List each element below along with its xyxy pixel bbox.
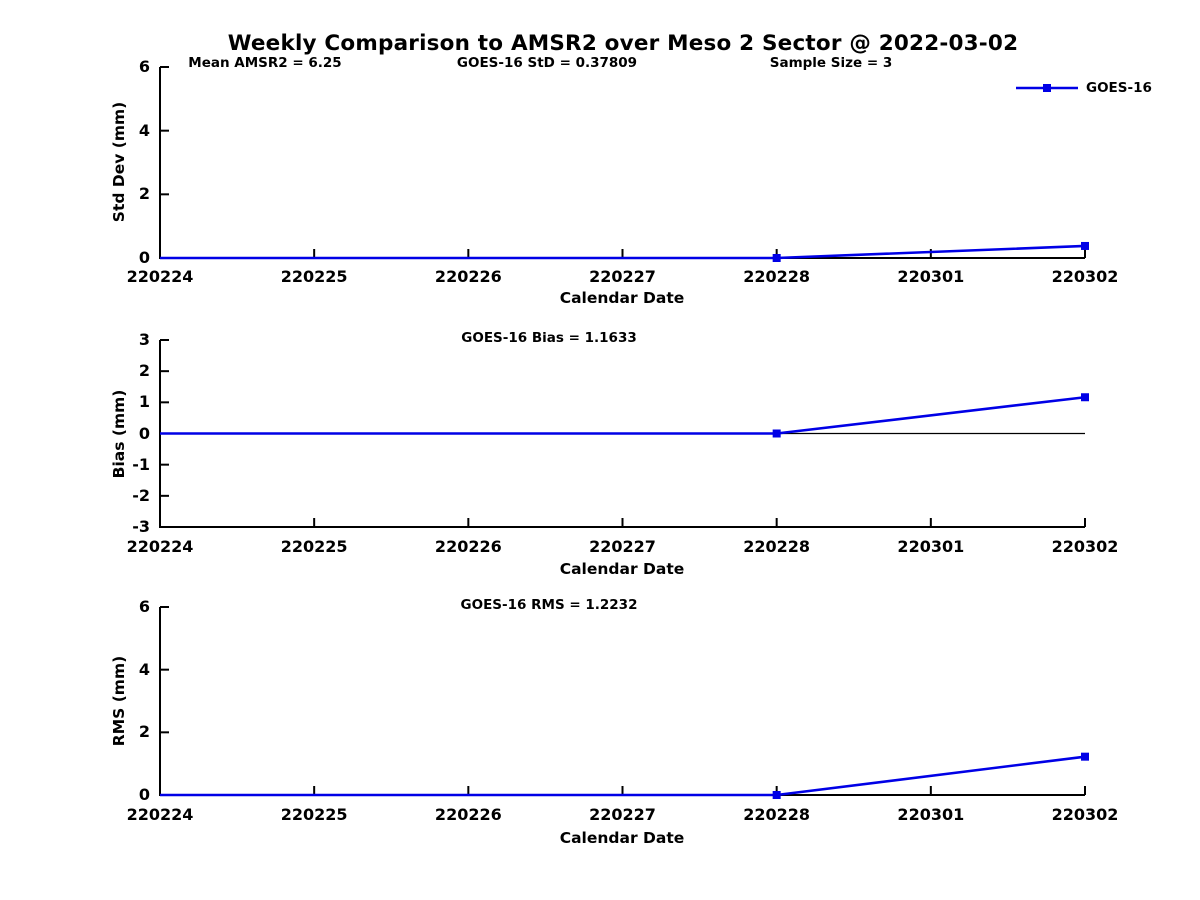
x-tick-label: 220302 (1051, 537, 1119, 556)
legend-marker-icon (1043, 84, 1051, 92)
x-tick-label: 220225 (280, 537, 348, 556)
y-tick-label: 0 (138, 785, 150, 804)
y-tick-label: 2 (138, 722, 150, 742)
x-tick-label: 220226 (434, 805, 502, 824)
x-axis-label-panel2: Calendar Date (559, 560, 685, 578)
x-tick-label: 220225 (280, 805, 348, 824)
x-tick-label: 220301 (897, 805, 965, 824)
y-tick-label: 6 (138, 597, 150, 616)
data-point-marker (772, 254, 781, 262)
y-tick-label: 2 (138, 361, 150, 381)
x-tick-label: 220225 (280, 267, 348, 286)
y-tick-label: 3 (138, 330, 150, 349)
data-point-marker (1081, 393, 1089, 402)
x-tick-label: 220227 (589, 267, 656, 286)
x-tick-label: 220228 (743, 267, 811, 286)
x-tick-label: 220226 (434, 537, 502, 556)
data-point-marker (772, 791, 781, 799)
x-tick-label: 220301 (897, 267, 965, 286)
annotation-sample-size: Sample Size = 3 (769, 55, 893, 71)
data-point-marker (1081, 241, 1089, 250)
x-tick-label: 220226 (434, 267, 502, 286)
y-tick-label: -3 (132, 517, 150, 536)
x-tick-label: 220227 (589, 537, 656, 556)
x-tick-label: 220227 (589, 805, 656, 824)
x-axis-label-panel3: Calendar Date (559, 829, 685, 847)
y-tick-label: 4 (138, 659, 150, 679)
x-tick-label: 220301 (897, 537, 965, 556)
x-tick-label: 220228 (743, 805, 811, 824)
annotation-mean-amsr2: Mean AMSR2 = 6.25 (188, 55, 342, 71)
x-axis-label-panel1: Calendar Date (559, 289, 685, 307)
y-tick-label: 6 (138, 57, 150, 76)
legend-label: GOES-16 (1086, 80, 1152, 96)
y-tick-label: 4 (138, 120, 150, 140)
x-tick-label: 220302 (1051, 805, 1119, 824)
y-tick-label: 0 (138, 423, 150, 443)
y-tick-label: -1 (132, 454, 150, 474)
data-point-marker (772, 429, 781, 438)
x-tick-label: 220302 (1051, 267, 1119, 286)
y-tick-label: -2 (132, 485, 150, 505)
y-axis-label-std-dev: Std Dev (mm) (110, 101, 128, 223)
annotation-goes16-rms: GOES-16 RMS = 1.2232 (460, 597, 638, 613)
annotation-goes16-bias: GOES-16 Bias = 1.1633 (461, 330, 637, 346)
y-tick-label: 1 (138, 392, 150, 412)
annotation-goes16-std: GOES-16 StD = 0.37809 (456, 55, 638, 71)
data-point-marker (1081, 752, 1089, 761)
x-tick-label: 220224 (126, 537, 194, 556)
x-tick-label: 220228 (743, 537, 811, 556)
y-tick-label: 2 (138, 184, 150, 204)
chart-title: Weekly Comparison to AMSR2 over Meso 2 S… (227, 31, 1019, 56)
x-tick-label: 220224 (126, 267, 194, 286)
series-line-goes-16 (160, 395, 1086, 435)
x-tick-label: 220224 (126, 805, 194, 824)
y-tick-label: 0 (138, 248, 150, 267)
